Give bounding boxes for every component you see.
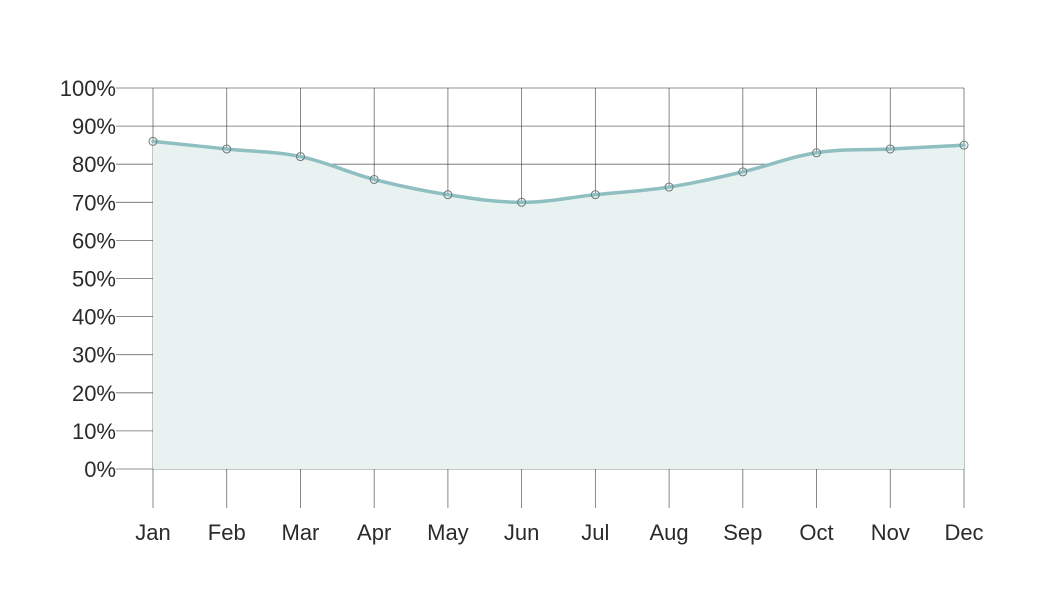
area-fill	[153, 141, 964, 469]
y-tick-label: 70%	[72, 190, 116, 215]
y-tick-label: 30%	[72, 343, 116, 368]
y-tick-label: 0%	[84, 457, 116, 482]
x-tick-label: Nov	[871, 520, 910, 545]
series-line	[151, 139, 966, 205]
y-tick-label: 90%	[72, 114, 116, 139]
x-tick-label: Mar	[282, 520, 320, 545]
x-tick-label: Jul	[581, 520, 609, 545]
y-tick-label: 50%	[72, 267, 116, 292]
data-point	[369, 174, 379, 184]
y-tick-label: 100%	[60, 76, 116, 101]
x-tick-label: Feb	[208, 520, 246, 545]
x-tick-label: Dec	[944, 520, 983, 545]
y-tick-label: 20%	[72, 381, 116, 406]
data-point	[738, 167, 748, 177]
x-axis: Jan Feb Mar Apr May Jun Jul Aug Sep Oct Nov Dec	[135, 520, 983, 545]
x-tick-label: May	[427, 520, 469, 545]
data-point	[222, 144, 232, 154]
y-axis: 0% 10% 20% 30% 40% 50% 60% 70% 80% 90% 100%	[60, 76, 116, 482]
y-tick-label: 80%	[72, 152, 116, 177]
data-point	[295, 152, 305, 162]
x-tick-label: Apr	[357, 520, 391, 545]
area-layer	[151, 139, 966, 469]
data-point	[812, 148, 822, 158]
data-point	[517, 197, 527, 207]
x-tick-label: Oct	[799, 520, 833, 545]
x-tick-label: Aug	[650, 520, 689, 545]
data-point	[590, 190, 600, 200]
data-point	[885, 144, 895, 154]
markers	[148, 136, 969, 207]
data-point	[148, 136, 158, 146]
x-tick-label: Jun	[504, 520, 539, 545]
y-tick-label: 10%	[72, 419, 116, 444]
data-point	[443, 190, 453, 200]
data-point	[959, 140, 969, 150]
x-tick-label: Jan	[135, 520, 170, 545]
y-tick-label: 40%	[72, 305, 116, 330]
data-point	[664, 182, 674, 192]
x-tick-label: Sep	[723, 520, 762, 545]
y-tick-label: 60%	[72, 228, 116, 253]
